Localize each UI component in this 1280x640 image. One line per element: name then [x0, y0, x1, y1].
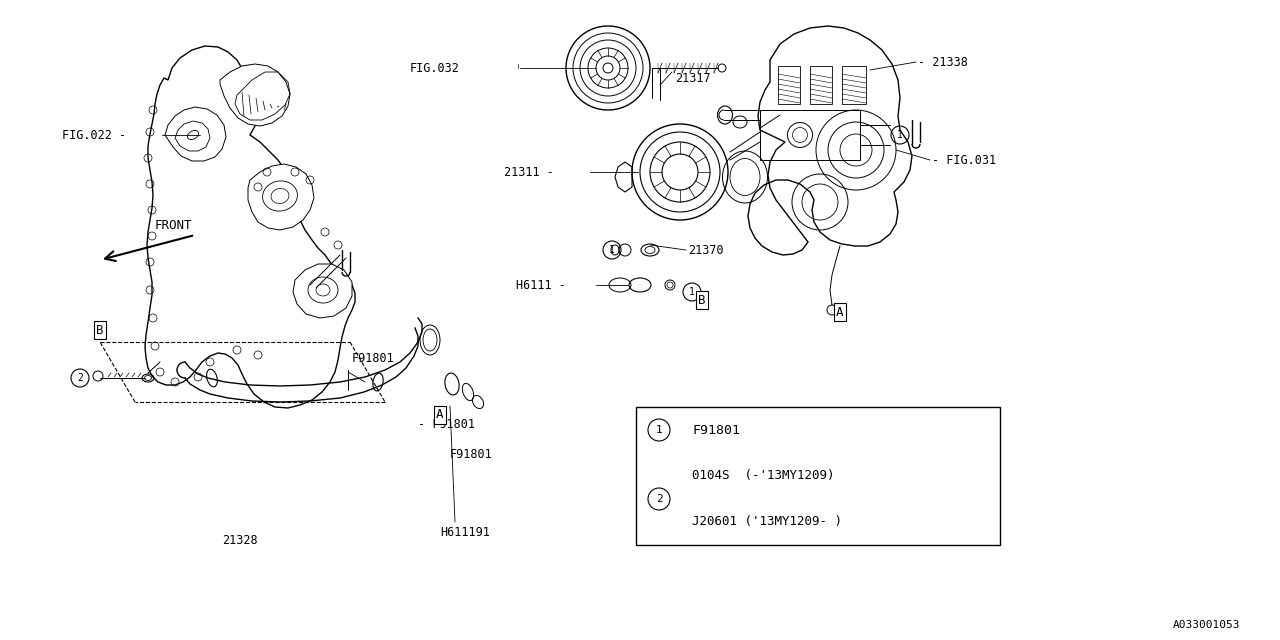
Text: 1: 1 [655, 425, 662, 435]
Text: 1: 1 [689, 287, 695, 297]
Text: FRONT: FRONT [155, 218, 192, 232]
Text: 21311 -: 21311 - [504, 166, 554, 179]
Text: - 21338: - 21338 [918, 56, 968, 68]
Text: F91801: F91801 [352, 351, 394, 365]
Text: 2: 2 [655, 494, 662, 504]
Text: J20601 ('13MY1209- ): J20601 ('13MY1209- ) [692, 515, 842, 529]
Text: A033001053: A033001053 [1172, 620, 1240, 630]
Text: FIG.032: FIG.032 [410, 61, 460, 74]
Polygon shape [748, 26, 913, 255]
Polygon shape [220, 64, 291, 126]
Text: A: A [836, 305, 844, 319]
Text: 1: 1 [897, 130, 902, 140]
Text: - FIG.031: - FIG.031 [932, 154, 996, 166]
Text: 2: 2 [77, 373, 83, 383]
Polygon shape [636, 407, 1000, 545]
Polygon shape [293, 264, 352, 318]
Text: 21370: 21370 [689, 243, 723, 257]
Polygon shape [165, 107, 227, 161]
Text: H611191: H611191 [440, 525, 490, 538]
Text: FIG.022 -: FIG.022 - [61, 129, 127, 141]
Text: 0104S  (-'13MY1209): 0104S (-'13MY1209) [692, 470, 835, 483]
Polygon shape [614, 162, 632, 192]
Text: B: B [699, 294, 705, 307]
Text: 1: 1 [609, 245, 614, 255]
Polygon shape [248, 164, 314, 230]
Text: F91801: F91801 [451, 449, 493, 461]
Text: 21317: 21317 [675, 72, 710, 84]
Text: A: A [436, 408, 444, 422]
Text: F91801: F91801 [692, 424, 740, 436]
Polygon shape [145, 46, 355, 408]
Text: H6111 -: H6111 - [516, 278, 566, 291]
Text: 21328: 21328 [223, 534, 257, 547]
Text: B: B [96, 323, 104, 337]
Text: - F91801: - F91801 [419, 419, 475, 431]
